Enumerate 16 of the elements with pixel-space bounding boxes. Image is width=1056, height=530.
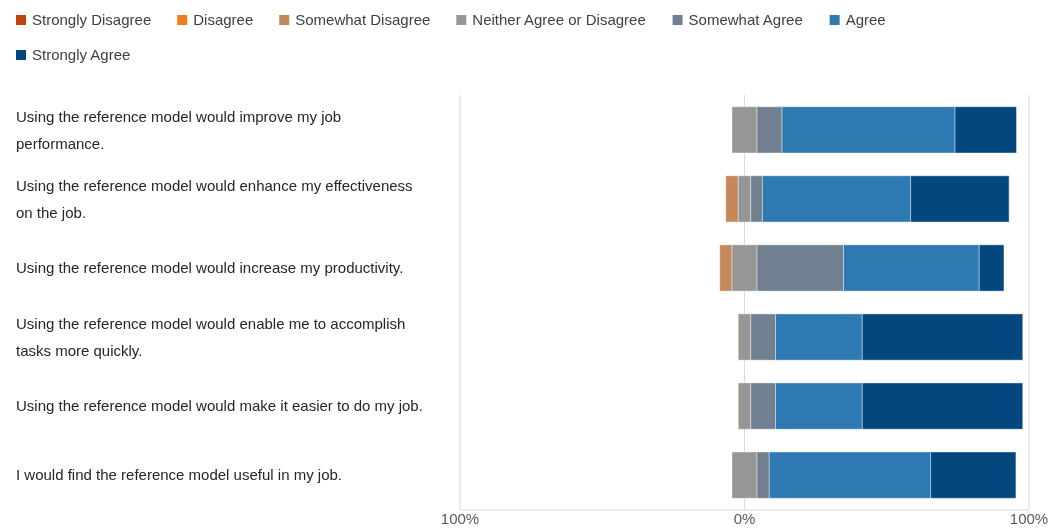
legend-label: Strongly Agree [32, 46, 131, 64]
legend-label: Neither Agree or Disagree [472, 11, 646, 29]
legend-label: Somewhat Disagree [295, 11, 431, 29]
y-tick-label: Using the reference model would enable me to accomplish tasks more quickly. [16, 314, 406, 359]
legend-label: Somewhat Agree [688, 11, 803, 29]
legend-label: Agree [845, 11, 886, 29]
y-tick-label: Using the reference model would make it easier to do my job. [16, 397, 423, 415]
y-tick-label: Using the reference model would increase my productivity. [16, 259, 404, 277]
x-tick-label: 100% [440, 510, 480, 527]
y-tick-label: Using the reference model would improve my job performance. [16, 107, 342, 152]
x-tick-label: 100% [1009, 510, 1049, 527]
y-tick-label: I would find the reference model useful in my job. [16, 466, 343, 484]
legend-label: Disagree [193, 11, 254, 29]
y-tick-label: Using the reference model would enhance my effectiveness on the job. [16, 176, 413, 221]
x-tick-label: 0% [733, 510, 756, 527]
legend-label: Strongly Disagree [32, 11, 152, 29]
